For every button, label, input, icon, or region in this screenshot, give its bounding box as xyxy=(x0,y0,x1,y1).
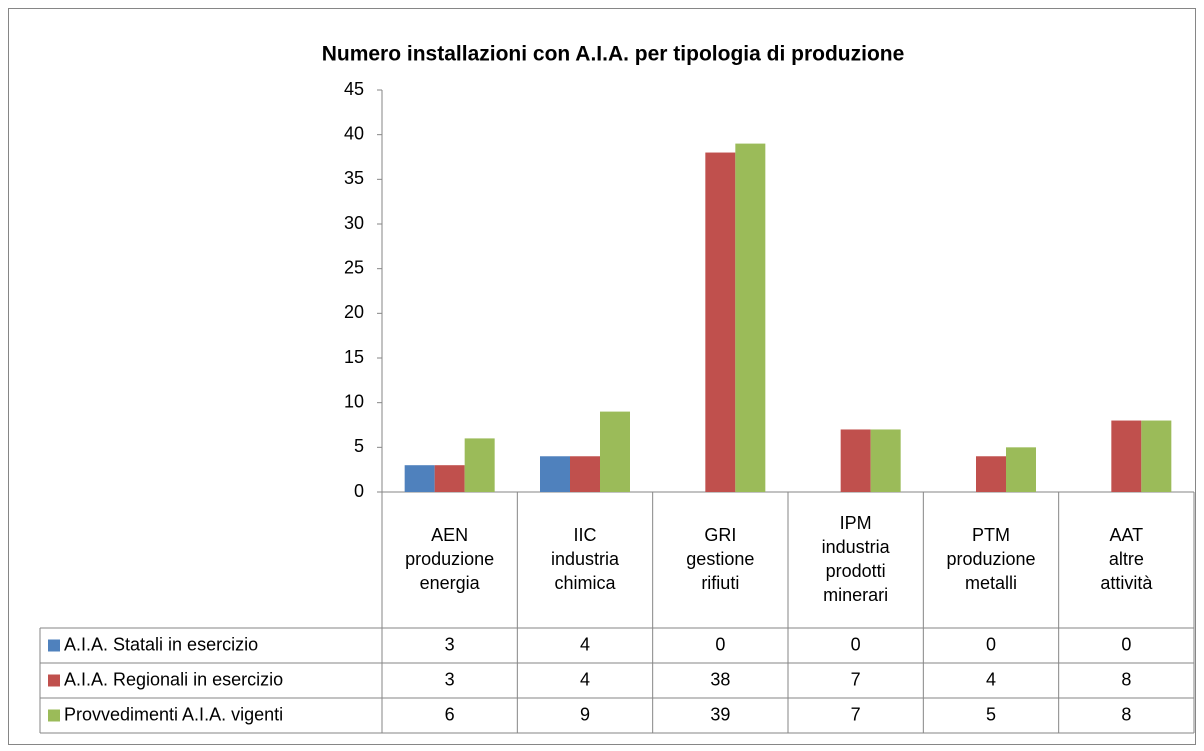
bar xyxy=(1141,420,1172,492)
bar xyxy=(600,411,630,492)
table-value: 3 xyxy=(445,669,455,689)
y-tick-label: 20 xyxy=(344,302,364,322)
table-value: 8 xyxy=(1121,669,1131,689)
table-value: 0 xyxy=(851,634,861,654)
table-value: 38 xyxy=(710,669,730,689)
chart-title: Numero installazioni con A.I.A. per tipo… xyxy=(322,43,905,66)
bar xyxy=(705,152,736,493)
y-tick-label: 35 xyxy=(344,168,364,188)
table-value: 4 xyxy=(986,669,996,689)
y-tick-label: 30 xyxy=(344,213,364,233)
x-tick-label: GRI gestione rifiuti xyxy=(686,525,754,593)
y-tick-label: 10 xyxy=(344,391,364,411)
table-value: 3 xyxy=(445,634,455,654)
table-value: 4 xyxy=(580,669,590,689)
bar xyxy=(404,465,435,492)
table-value: 9 xyxy=(580,704,590,724)
bar xyxy=(540,456,570,492)
x-tick-label: PTM produzione metalli xyxy=(946,525,1035,593)
bar xyxy=(840,429,871,492)
bar xyxy=(434,465,465,492)
y-tick-label: 5 xyxy=(354,436,364,456)
x-tick-label: IPM industria prodotti minerari xyxy=(822,513,891,605)
table-value: 7 xyxy=(851,669,861,689)
legend-swatch xyxy=(48,639,60,652)
bar xyxy=(464,438,495,492)
legend-swatch xyxy=(48,674,60,687)
bar xyxy=(976,456,1006,492)
y-tick-label: 0 xyxy=(354,481,364,501)
y-tick-label: 15 xyxy=(344,347,364,367)
y-tick-label: 25 xyxy=(344,257,364,277)
bar xyxy=(735,143,766,492)
table-value: 39 xyxy=(710,704,730,724)
table-value: 0 xyxy=(715,634,725,654)
table-value: 8 xyxy=(1121,704,1131,724)
chart-border xyxy=(8,8,1196,745)
legend-swatch xyxy=(48,709,60,722)
bar xyxy=(1006,447,1036,492)
table-value: 0 xyxy=(1121,634,1131,654)
table-value: 0 xyxy=(986,634,996,654)
legend-label: A.I.A. Regionali in esercizio xyxy=(64,669,283,689)
bar xyxy=(870,429,901,492)
bar xyxy=(1111,420,1142,492)
legend-label: A.I.A. Statali in esercizio xyxy=(64,634,258,654)
bar xyxy=(570,456,600,492)
y-tick-label: 45 xyxy=(344,79,364,99)
legend-label: Provvedimenti A.I.A. vigenti xyxy=(64,704,283,724)
table-value: 7 xyxy=(851,704,861,724)
x-tick-label: AEN produzione energia xyxy=(405,525,494,593)
table-value: 4 xyxy=(580,634,590,654)
table-value: 5 xyxy=(986,704,996,724)
x-tick-label: AAT altre attività xyxy=(1100,525,1153,593)
y-tick-label: 40 xyxy=(344,123,364,143)
table-value: 6 xyxy=(445,704,455,724)
x-tick-label: IIC industria chimica xyxy=(551,525,620,593)
